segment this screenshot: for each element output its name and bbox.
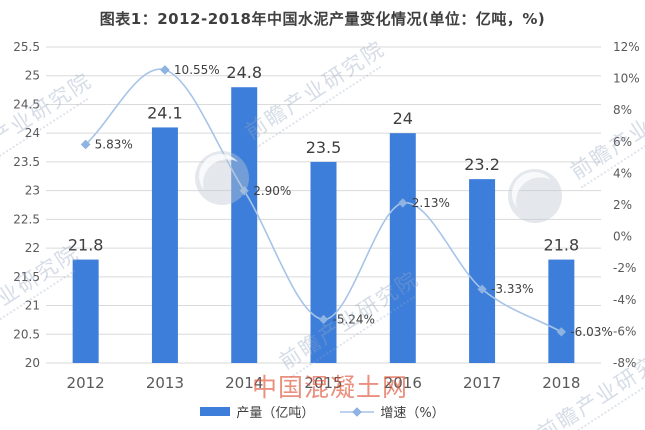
line-point-label: -3.33%	[491, 282, 533, 296]
x-axis-label: 2018	[542, 374, 580, 392]
left-axis-tick: 25	[25, 69, 40, 83]
line-point-label: 10.55%	[174, 63, 220, 77]
bar-label: 24.1	[147, 103, 183, 122]
legend-item-growth: 增速（%）	[340, 402, 445, 421]
bar-label: 23.2	[464, 155, 500, 174]
right-axis-tick: 10%	[613, 72, 640, 86]
right-axis-tick: -2%	[613, 261, 636, 275]
right-axis-tick: -6%	[613, 324, 636, 338]
left-axis-tick: 20.5	[13, 327, 40, 341]
right-axis-tick: 2%	[613, 198, 632, 212]
x-axis-label: 2016	[384, 374, 422, 392]
bar-2012	[72, 259, 99, 363]
line-marker-2013	[160, 65, 170, 75]
bar-label: 23.5	[306, 138, 342, 157]
bar-2014	[231, 87, 258, 363]
line-marker-2018	[556, 327, 567, 337]
watermark-red-text: 中国混凝土网	[252, 373, 409, 402]
line-point-label: 2.90%	[253, 184, 291, 198]
left-axis-tick: 21.5	[13, 270, 40, 284]
left-axis-tick: 23.5	[13, 155, 40, 169]
legend: 产量（亿吨） 增速（%）	[0, 402, 645, 421]
left-axis-tick: 21	[25, 299, 40, 313]
line-point-label: -6.03%	[570, 325, 612, 339]
line-marker-2015	[318, 314, 329, 325]
legend-bar-swatch-icon	[200, 407, 231, 416]
line-marker-2014	[239, 185, 250, 196]
watermark-logo-swoosh	[198, 153, 238, 190]
line-marker-2017	[477, 284, 487, 295]
chart-title: 图表1：2012-2018年中国水泥产量变化情况(单位：亿吨，%)	[99, 10, 546, 28]
x-axis-label: 2015	[304, 374, 342, 392]
x-axis-label: 2014	[225, 374, 263, 392]
line-point-label: 2.13%	[412, 196, 450, 210]
right-axis-tick: 4%	[613, 166, 632, 180]
bar-2013	[151, 127, 178, 363]
legend-line-swatch-icon	[340, 406, 375, 417]
bar-2015	[310, 161, 337, 363]
x-axis-label: 2013	[146, 374, 184, 392]
bar-2016	[389, 133, 416, 363]
right-axis-tick: 0%	[613, 230, 632, 244]
bar-label: 21.8	[68, 236, 104, 255]
right-axis-tick: 8%	[613, 103, 632, 117]
left-axis-tick: 25.5	[13, 40, 40, 54]
left-axis-tick: 20	[25, 356, 40, 370]
line-point-label: 5.83%	[95, 137, 133, 151]
bar-label: 24.8	[226, 63, 262, 82]
legend-bar-label: 产量（亿吨）	[236, 406, 315, 421]
bar-2018	[548, 259, 575, 363]
x-axis-label: 2017	[463, 374, 501, 392]
left-axis-tick: 22	[25, 241, 40, 255]
legend-item-production: 产量（亿吨）	[200, 402, 314, 421]
bar-label: 21.8	[544, 236, 580, 255]
left-axis-tick: 23	[25, 184, 40, 198]
watermark-logo-swoosh	[511, 171, 551, 208]
line-point-label: -5.24%	[333, 312, 375, 326]
bar-2017	[469, 179, 496, 363]
legend-line-label: 增速（%）	[380, 406, 445, 421]
bar-label: 24	[393, 109, 413, 128]
left-axis-tick: 22.5	[13, 212, 40, 226]
right-axis-tick: 12%	[613, 40, 640, 54]
left-axis-tick: 24.5	[13, 97, 40, 111]
right-axis-tick: -4%	[613, 293, 636, 307]
right-axis-tick: 6%	[613, 135, 632, 149]
left-axis-tick: 24	[25, 126, 40, 140]
right-axis-tick: -8%	[613, 356, 636, 370]
line-marker-2012	[80, 139, 91, 150]
x-axis-label: 2012	[67, 374, 105, 392]
line-marker-2016	[397, 198, 408, 208]
